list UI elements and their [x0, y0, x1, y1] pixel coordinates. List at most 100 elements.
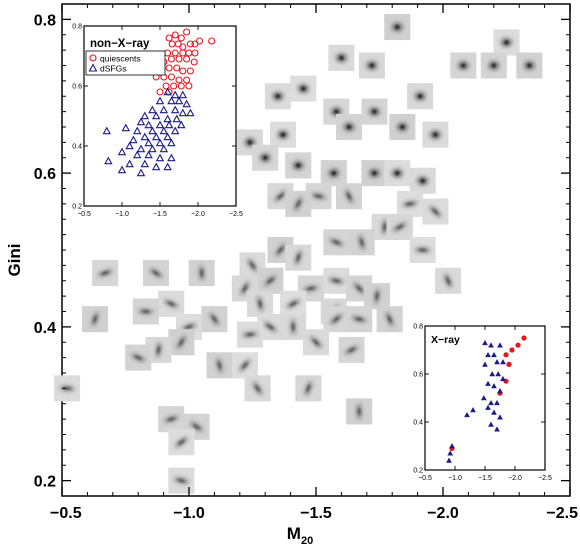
xray-dsfg-point [500, 359, 506, 365]
quiescent-point [185, 82, 193, 90]
galaxy-thumbnail [92, 260, 119, 287]
xray-dsfg-point [480, 395, 487, 401]
inset-y-tick-label: 0.6 [413, 372, 423, 379]
dsfg-point [178, 108, 188, 117]
dsfg-point [148, 105, 157, 114]
quiescent-point [167, 73, 175, 81]
xray-dsfg-point [495, 371, 502, 377]
dsfg-point [159, 126, 169, 135]
galaxy-thumbnail [338, 336, 365, 363]
dsfg-point [163, 162, 172, 171]
quiescent-point [177, 82, 185, 90]
dsfg-point [132, 126, 142, 135]
xray-dsfg-point [494, 426, 500, 432]
dsfg-point [129, 135, 138, 144]
y-tick-label: 0.6 [34, 166, 56, 183]
xray-dsfg-point [491, 383, 497, 389]
xray-dsfg-point [500, 375, 506, 382]
xray-quiescent-point [521, 335, 527, 341]
legend-dsfgs-marker [88, 63, 98, 72]
dsfg-point [140, 159, 150, 168]
dsfg-point [155, 138, 165, 147]
dsfg-point [140, 111, 150, 120]
galaxy-thumbnail [257, 267, 284, 294]
galaxy-thumbnail [323, 267, 350, 294]
quiescent-point [175, 55, 183, 63]
dsfg-point [148, 144, 157, 153]
quiescent-point [183, 55, 191, 63]
quiescent-point [186, 40, 194, 48]
xray-dsfg-point [491, 409, 497, 415]
galaxy-thumbnail [516, 52, 543, 79]
galaxy-thumbnail [280, 313, 307, 340]
x-tick-label: −1.5 [300, 505, 332, 522]
inset-y-tick-label: 0.4 [72, 144, 82, 151]
dsfg-point [117, 165, 127, 174]
quiescent-point [162, 82, 170, 90]
xray-dsfg-point [488, 421, 494, 427]
inset-x-tick-label: −2.0 [508, 475, 522, 482]
inset-x-tick-label: −1.5 [478, 475, 492, 482]
galaxy-thumbnail [348, 229, 375, 256]
quiescent-point [173, 64, 181, 72]
inset-x-tick-label: −1.0 [448, 475, 462, 482]
quiescent-point [183, 76, 191, 84]
inset-y-tick-label: 0.4 [413, 420, 423, 427]
quiescent-point [195, 37, 204, 45]
xray-dsfg-point [488, 342, 494, 348]
galaxy-thumbnail [285, 152, 312, 179]
galaxy-thumbnail [295, 375, 322, 402]
quiescent-point [190, 58, 198, 66]
galaxy-thumbnail [389, 114, 416, 140]
galaxy-thumbnail [363, 283, 390, 310]
galaxy-thumbnail [236, 321, 263, 348]
galaxy-thumbnail [396, 190, 423, 217]
galaxy-thumbnail [239, 252, 266, 279]
quiescent-point [167, 55, 175, 63]
xray-dsfg-point [485, 380, 491, 386]
galaxy-thumbnail [450, 52, 477, 79]
legend-box [85, 50, 166, 76]
inset-x-tick-label: −1.0 [115, 211, 129, 218]
inset-x-tick-label: −2.0 [191, 211, 205, 218]
inset-y-tick-label: 0.2 [72, 204, 82, 211]
dsfg-point [163, 87, 172, 96]
quiescent-point [177, 34, 185, 42]
galaxy-thumbnail [158, 406, 185, 433]
xray-quiescent-point [509, 347, 515, 353]
quiescent-point [165, 64, 173, 72]
galaxy-thumbnail [346, 306, 373, 333]
galaxy-thumbnail [252, 144, 279, 171]
galaxy-thumbnail [285, 244, 312, 271]
inset-non-xray-axes: −0.5 −1.0 −1.5 −2.0 −2.5 0.2 0.4 0.6 0.8 [72, 24, 243, 219]
galaxy-thumbnail [384, 14, 411, 41]
galaxy-thumbnail [435, 267, 462, 294]
xray-dsfg-point [491, 351, 497, 358]
galaxy-thumbnail [280, 290, 307, 317]
galaxy-thumbnail [231, 352, 258, 379]
galaxy-thumbnail [386, 213, 413, 240]
quiescent-point [191, 49, 199, 57]
inset-non-xray-title: non−X−ray [90, 38, 150, 50]
galaxy-thumbnail [158, 290, 185, 317]
galaxy-thumbnail [244, 375, 271, 402]
inset-non-xray-points [102, 28, 216, 177]
galaxy-thumbnail [336, 114, 363, 140]
inset-x-tick-label: −0.5 [418, 475, 432, 482]
dsfg-point [170, 90, 180, 99]
y-tick-label: 0.8 [34, 12, 56, 29]
dsfg-point [102, 126, 112, 135]
quiescent-point [171, 49, 179, 57]
inset-y-tick-label: 0.8 [72, 24, 82, 31]
galaxy-thumbnail [422, 121, 449, 148]
galaxy-thumbnail [328, 44, 355, 71]
dsfg-point [167, 138, 176, 147]
quiescent-point [179, 67, 187, 75]
dsfg-point [186, 108, 195, 117]
dsfg-point [155, 153, 165, 162]
xray-dsfg-point [470, 407, 476, 413]
y-tick-label: 0.4 [34, 320, 56, 337]
xray-quiescent-point [506, 361, 512, 367]
dsfg-point [178, 90, 188, 99]
